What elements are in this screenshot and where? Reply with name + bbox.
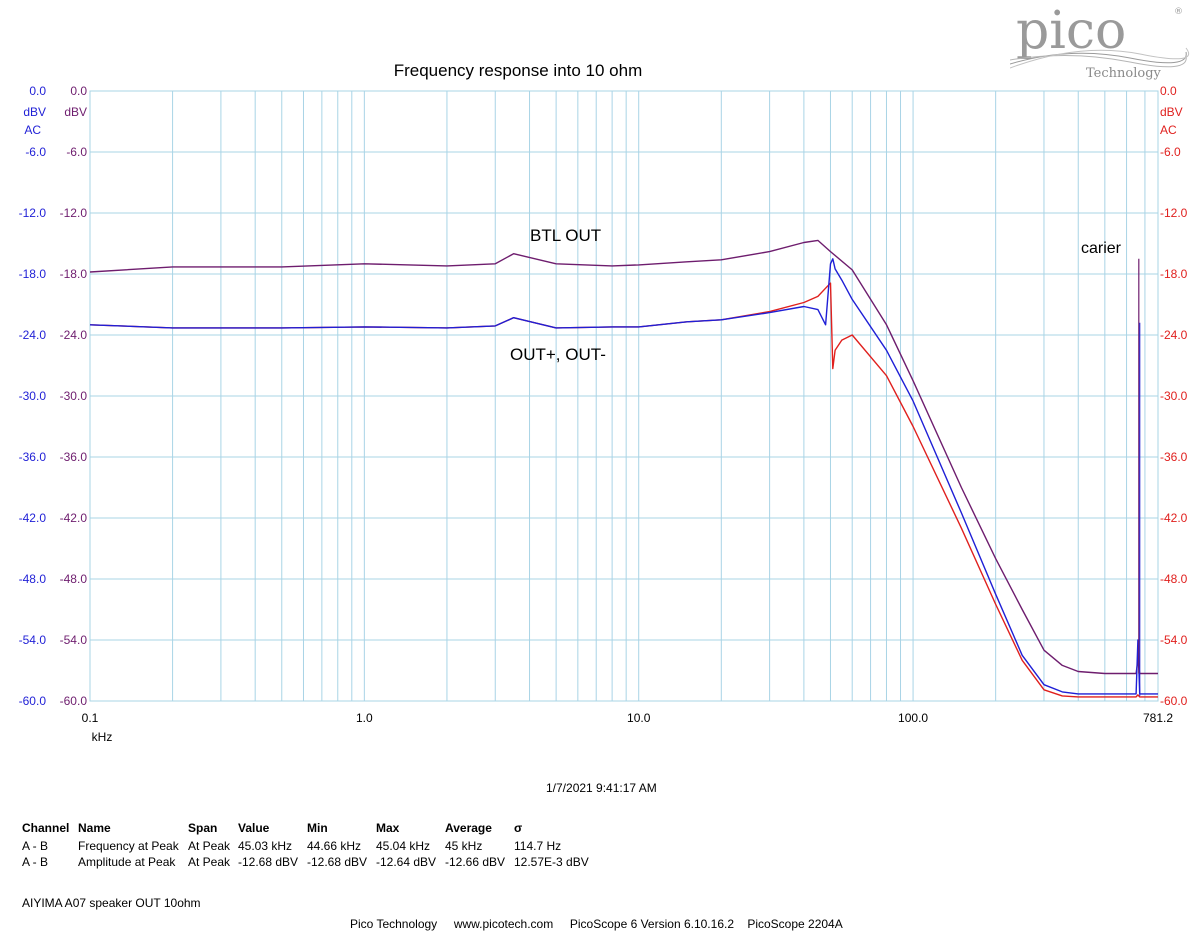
y-coupling-right: AC <box>1160 123 1177 137</box>
y-tick-label-left-inner: -18.0 <box>60 267 88 281</box>
table-cell: At Peak <box>188 839 231 853</box>
y-tick-label-left-inner: -36.0 <box>60 450 88 464</box>
table-cell: A - B <box>22 855 49 869</box>
y-tick-label-right: -12.0 <box>1160 206 1188 220</box>
x-tick-label: 781.2 <box>1143 711 1173 725</box>
table-cell: -12.64 dBV <box>376 855 437 869</box>
y-tick-label-left-inner: -42.0 <box>60 511 88 525</box>
table-cell: 44.66 kHz <box>307 839 362 853</box>
col-header-value: Value <box>238 821 270 835</box>
y-tick-label-left-outer: -54.0 <box>19 633 47 647</box>
y-tick-label-left-inner: -24.0 <box>60 328 88 342</box>
y-tick-label-left-inner: -30.0 <box>60 389 88 403</box>
col-header-max: Max <box>376 821 400 835</box>
capture-timestamp: 1/7/2021 9:41:17 AM <box>546 781 657 795</box>
x-tick-label: 10.0 <box>627 711 651 725</box>
y-tick-label-left-outer: -18.0 <box>19 267 47 281</box>
y-axis-right: 0.0 -6.0 -12.0 -18.0 -24.0 -30.0 -36.0 -42.0 -48… <box>1160 84 1188 708</box>
series-line-3 <box>89 258 1158 695</box>
capture-notes: AIYIMA A07 speaker OUT 10ohm <box>22 896 201 910</box>
table-cell: 45.03 kHz <box>238 839 293 853</box>
x-tick-label: 1.0 <box>356 711 373 725</box>
frequency-response-chart: Frequency response into 10 ohm 0.0 -6.0 -1… <box>19 61 1188 744</box>
series-line-1 <box>89 239 1158 675</box>
table-cell: Frequency at Peak <box>78 839 179 853</box>
table-cell: At Peak <box>188 855 231 869</box>
col-header-average: Average <box>445 821 492 835</box>
y-tick-label-right: -6.0 <box>1160 145 1181 159</box>
y-tick-label-right: -54.0 <box>1160 633 1188 647</box>
y-tick-label-left-inner: -54.0 <box>60 633 88 647</box>
y-tick-label-right: -36.0 <box>1160 450 1188 464</box>
x-unit-label: kHz <box>92 730 113 744</box>
y-tick-label-left-inner: -48.0 <box>60 572 88 586</box>
measurements-table: Channel Name Span Value Min Max Average … <box>22 821 642 881</box>
col-header-span: Span <box>188 821 218 835</box>
y-coupling-left: AC <box>24 123 41 137</box>
y-tick-label-left-inner: -12.0 <box>60 206 88 220</box>
annotations: BTL OUT OUT+, OUT-carier <box>510 226 1122 364</box>
table-cell: Amplitude at Peak <box>78 855 176 869</box>
logo-tagline: Technology <box>1086 66 1162 81</box>
y-unit-right: dBV <box>1160 105 1183 119</box>
y-axis-left-outer: 0.0 -6.0 -12.0 -18.0 -24.0 -30.0 -36.0 -42.0 -48… <box>19 84 47 708</box>
y-tick-label-left-outer: -42.0 <box>19 511 47 525</box>
annotation-btl-out: BTL OUT <box>530 226 601 245</box>
grid <box>89 90 1159 702</box>
table-cell: -12.66 dBV <box>445 855 506 869</box>
col-header-sigma: σ <box>514 821 523 835</box>
y-tick-label-right: 0.0 <box>1160 84 1177 98</box>
annotation-out-pm: OUT+, OUT- <box>510 345 606 364</box>
logo-wordmark: pico <box>1016 2 1126 61</box>
table-cell: -12.68 dBV <box>307 855 368 869</box>
y-tick-label-left-outer: -30.0 <box>19 389 47 403</box>
annotation-carrier: carier <box>1081 240 1122 257</box>
y-tick-label-right: -24.0 <box>1160 328 1188 342</box>
table-cell: 45.04 kHz <box>376 839 431 853</box>
footer-info: Pico Technology www.picotech.com PicoSco… <box>350 917 843 931</box>
x-tick-label: 100.0 <box>898 711 928 725</box>
y-unit-left-inner: dBV <box>64 105 87 119</box>
table-cell: 45 kHz <box>445 839 483 853</box>
y-tick-label-right: -42.0 <box>1160 511 1188 525</box>
table-cell: 114.7 Hz <box>514 839 562 853</box>
plot-frame <box>89 90 1159 702</box>
y-tick-label-right: -48.0 <box>1160 572 1188 586</box>
pico-technology-logo: pico ® Technology <box>1010 2 1190 81</box>
col-header-channel: Channel <box>22 821 70 835</box>
series-layer <box>89 239 1158 698</box>
chart-title: Frequency response into 10 ohm <box>394 61 643 80</box>
table-cell: 12.57E-3 dBV <box>514 855 589 869</box>
y-tick-label-right: -30.0 <box>1160 389 1188 403</box>
y-tick-label-left-inner: -6.0 <box>66 145 87 159</box>
y-tick-label-right: -18.0 <box>1160 267 1188 281</box>
y-tick-label-left-outer: -12.0 <box>19 206 47 220</box>
y-tick-label-left-inner: -60.0 <box>60 694 88 708</box>
x-tick-label: 0.1 <box>82 711 99 725</box>
y-tick-label-left-inner: 0.0 <box>70 84 87 98</box>
y-tick-label-left-outer: -24.0 <box>19 328 47 342</box>
y-tick-label-left-outer: -60.0 <box>19 694 47 708</box>
y-tick-label-left-outer: -48.0 <box>19 572 47 586</box>
y-tick-label-left-outer: 0.0 <box>29 84 46 98</box>
col-header-name: Name <box>78 821 111 835</box>
y-tick-label-left-outer: -6.0 <box>25 145 46 159</box>
table-cell: -12.68 dBV <box>238 855 299 869</box>
y-tick-label-right: -60.0 <box>1160 694 1188 708</box>
y-unit-left-outer: dBV <box>23 105 46 119</box>
logo-registered-mark: ® <box>1174 7 1183 17</box>
series-line-2 <box>89 282 1158 698</box>
x-axis: 0.1 1.0 10.0 100.0 781.2 kHz <box>82 711 1174 744</box>
table-cell: A - B <box>22 839 49 853</box>
col-header-min: Min <box>307 821 328 835</box>
y-tick-label-left-outer: -36.0 <box>19 450 47 464</box>
y-axis-left-inner: 0.0 -6.0 -12.0 -18.0 -24.0 -30.0 -36.0 -42.0 -48… <box>60 84 88 708</box>
